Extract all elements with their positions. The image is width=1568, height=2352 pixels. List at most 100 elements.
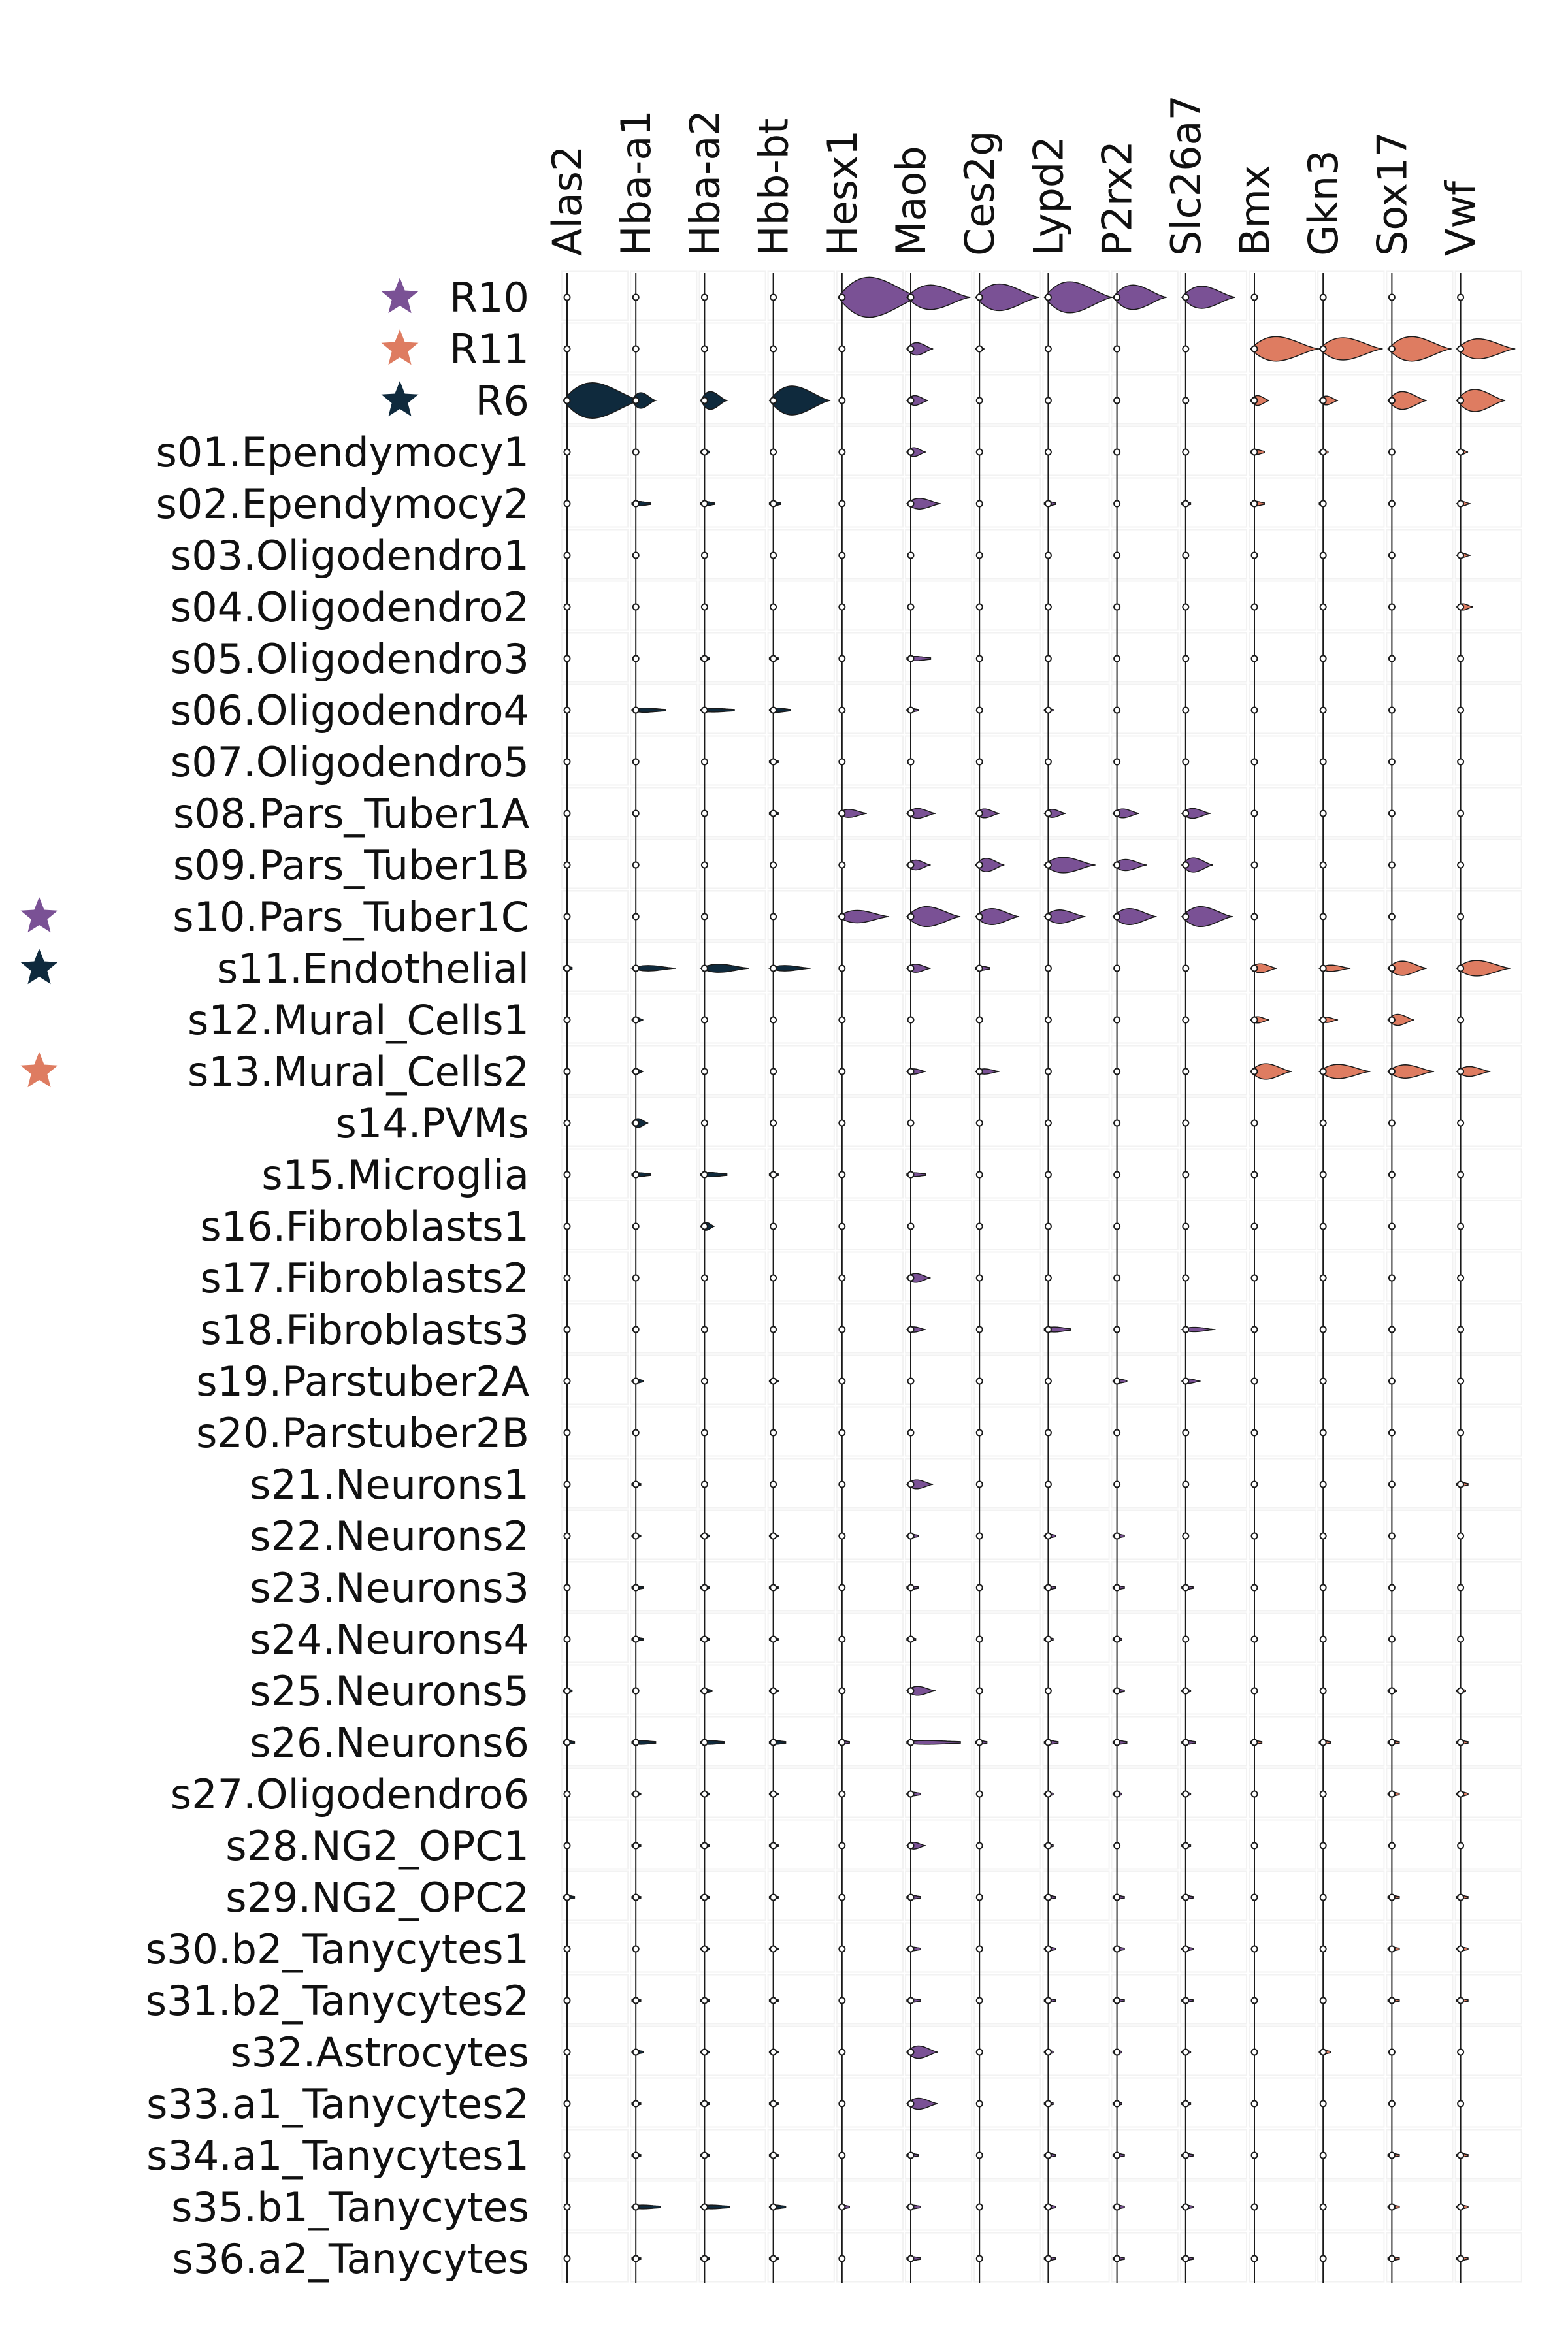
- median-dot: [1457, 1790, 1465, 1798]
- grid-cell: [1179, 1870, 1248, 1921]
- median-dot: [1319, 1893, 1327, 1901]
- median-dot: [1113, 1739, 1121, 1746]
- grid-cell: [630, 1870, 698, 1921]
- grid-cell: [698, 477, 766, 528]
- median-dot: [1182, 809, 1190, 817]
- median-dot: [1250, 1584, 1258, 1592]
- median-dot: [1113, 1584, 1121, 1592]
- grid-cell: [1111, 580, 1179, 631]
- median-dot: [975, 603, 983, 611]
- median-dot: [1044, 706, 1052, 714]
- grid-cell: [767, 683, 835, 734]
- row-label: s09.Pars_Tuber1B: [173, 841, 529, 889]
- grid-cell: [1386, 890, 1454, 941]
- grid-cell: [1454, 1870, 1522, 1921]
- grid-cell: [973, 2232, 1041, 2283]
- grid-cell: [1042, 529, 1110, 580]
- grid-cell: [905, 683, 973, 734]
- violin-hesx1: [837, 909, 890, 924]
- row-label: s34.a1_Tanycytes1: [146, 2132, 529, 2180]
- median-dot: [1044, 1377, 1052, 1385]
- grid-cell: [1454, 1354, 1522, 1405]
- grid-cell: [1179, 2129, 1248, 2180]
- grid-cell: [1042, 425, 1110, 476]
- median-dot: [1388, 1068, 1396, 1075]
- median-dot: [1044, 1790, 1052, 1798]
- median-dot: [1113, 1893, 1121, 1901]
- grid-cell: [561, 890, 629, 941]
- grid-cell: [698, 1045, 766, 1096]
- median-dot: [700, 1893, 708, 1901]
- median-dot: [1388, 1377, 1396, 1385]
- grid-cell: [1454, 270, 1522, 321]
- grid-cell: [973, 1922, 1041, 1973]
- median-dot: [975, 1584, 983, 1592]
- grid-cell: [561, 1716, 629, 1767]
- median-dot: [700, 1429, 708, 1437]
- median-dot: [700, 448, 708, 456]
- median-dot: [1457, 500, 1465, 508]
- median-dot: [1182, 1635, 1190, 1643]
- grid-cell: [905, 580, 973, 631]
- median-dot: [563, 1739, 571, 1746]
- median-dot: [1388, 2151, 1396, 2159]
- median-dot: [1044, 1997, 1052, 2004]
- median-dot: [907, 964, 915, 972]
- median-dot: [1113, 2100, 1121, 2108]
- grid-cell: [1249, 1354, 1316, 1405]
- row-label: s35.b1_Tanycytes: [171, 2183, 529, 2231]
- median-dot: [770, 1222, 777, 1230]
- grid-cell: [1111, 477, 1179, 528]
- grid-cell: [1386, 374, 1454, 425]
- grid-cell: [767, 2129, 835, 2180]
- median-dot: [1388, 1790, 1396, 1798]
- grid-cell: [698, 2129, 766, 2180]
- median-dot: [770, 1171, 777, 1179]
- median-dot: [1457, 2048, 1465, 2056]
- median-dot: [1182, 706, 1190, 714]
- median-dot: [563, 1068, 571, 1075]
- median-dot: [700, 551, 708, 559]
- median-dot: [1113, 1945, 1121, 1953]
- median-dot: [975, 1016, 983, 1024]
- median-dot: [838, 448, 846, 456]
- median-dot: [1044, 1429, 1052, 1437]
- grid-cell: [1317, 1251, 1385, 1302]
- median-dot: [1044, 1068, 1052, 1075]
- median-dot: [1457, 1893, 1465, 1901]
- median-dot: [907, 603, 915, 611]
- grid-cell: [1454, 1509, 1522, 1560]
- grid-cell: [1249, 529, 1316, 580]
- median-dot: [1113, 1171, 1121, 1179]
- grid-cell: [561, 1819, 629, 1870]
- median-dot: [838, 1016, 846, 1024]
- grid-cell: [1042, 2232, 1110, 2283]
- grid-cell: [561, 1664, 629, 1715]
- grid-cell: [561, 683, 629, 734]
- grid-cell: [630, 632, 698, 683]
- grid-cell: [1249, 1045, 1316, 1096]
- grid-cell: [1454, 477, 1522, 528]
- grid-cell: [1386, 322, 1454, 373]
- row-label: s16.Fibroblasts1: [200, 1203, 529, 1250]
- grid-cell: [1042, 2180, 1110, 2231]
- median-dot: [838, 913, 846, 921]
- grid-cell: [767, 1458, 835, 1509]
- median-dot: [1113, 964, 1121, 972]
- grid-cell: [1249, 1664, 1316, 1715]
- median-dot: [632, 1119, 640, 1127]
- grid-cell: [698, 735, 766, 786]
- star-marker: [381, 329, 419, 365]
- grid-cell: [698, 2077, 766, 2128]
- median-dot: [907, 1016, 915, 1024]
- grid-cell: [905, 1148, 973, 1199]
- median-dot: [907, 448, 915, 456]
- grid-cell: [1179, 1509, 1248, 1560]
- grid-cell: [1042, 2025, 1110, 2076]
- grid-cell: [767, 941, 835, 992]
- median-dot: [1044, 913, 1052, 921]
- median-dot: [1044, 1893, 1052, 1901]
- grid-cell: [1386, 1303, 1454, 1354]
- median-dot: [1182, 2255, 1190, 2262]
- grid-cell: [836, 890, 904, 941]
